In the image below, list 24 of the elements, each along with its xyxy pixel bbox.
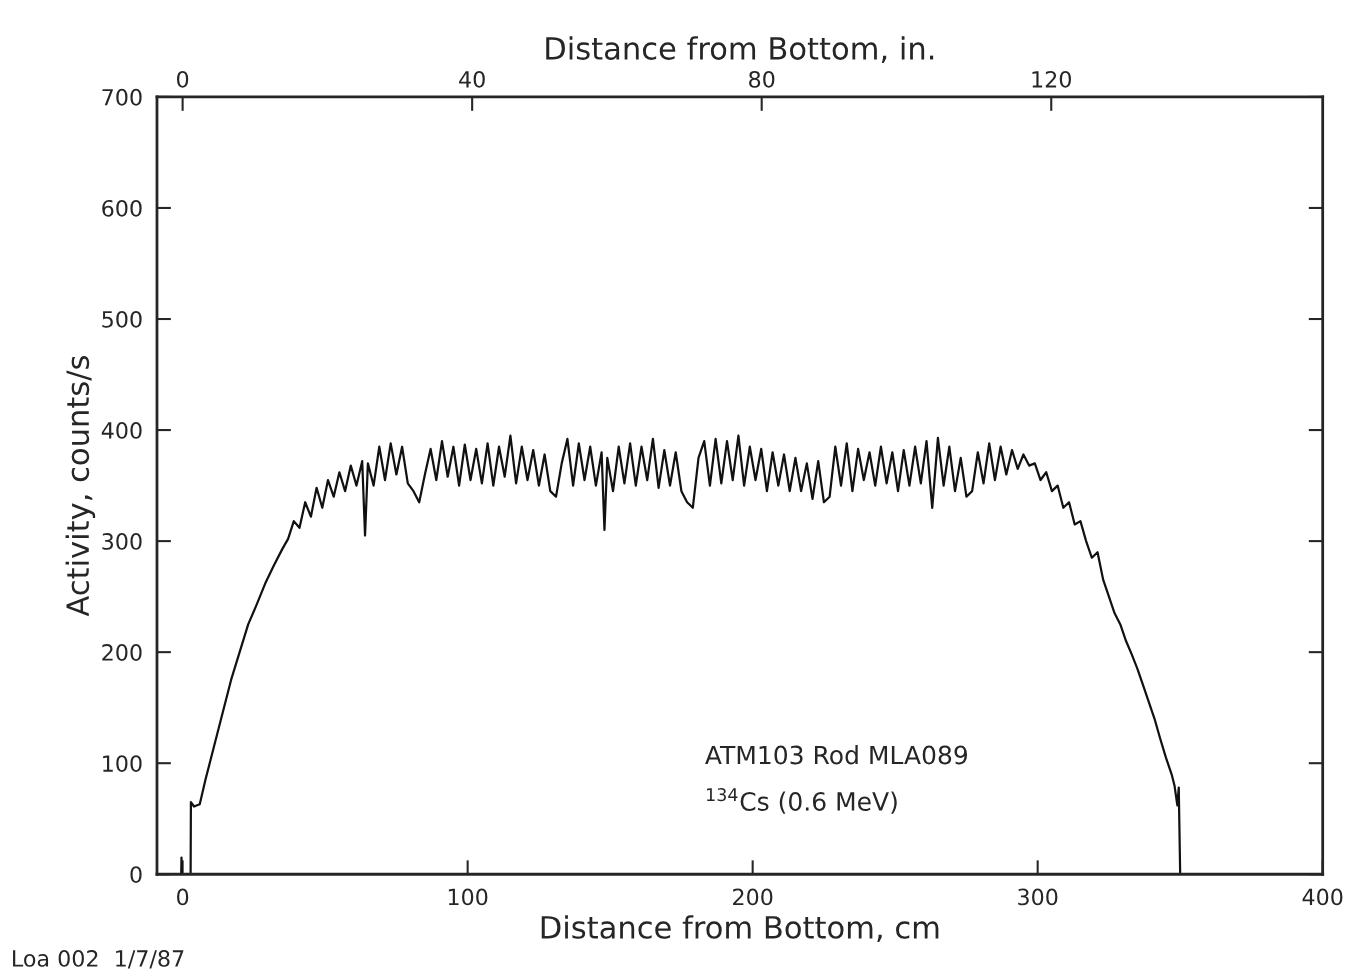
- line-series: [180, 434, 1182, 875]
- y-tick-label: 0: [130, 866, 142, 884]
- x-tick-label: 200: [733, 888, 773, 906]
- y-tick-label: 400: [101, 422, 142, 439]
- x2-tick-label: 0: [177, 70, 189, 88]
- y-axis-title: Activity, counts/s: [65, 356, 96, 617]
- x2-tick-label: 120: [1032, 70, 1071, 88]
- y-tick-label: 700: [102, 88, 142, 106]
- x-tick-label: 0: [177, 888, 189, 906]
- y-tick-label: 200: [102, 644, 142, 661]
- annotation: ATM103 Rod MLA089: [705, 745, 968, 765]
- x2-tick-label: 80: [749, 70, 775, 88]
- y-tick-label: 600: [102, 199, 142, 217]
- x2-tick-label: 40: [459, 70, 485, 88]
- x-tick-label: 400: [1302, 888, 1343, 906]
- y-tick-label: 100: [103, 755, 142, 772]
- y-tick-label: 500: [102, 310, 142, 328]
- annotation: $^{134}$Cs (0.6 MeV): [707, 788, 897, 814]
- text: Loa 002 1/7/87: [13, 950, 184, 969]
- y-tick-label: 300: [102, 533, 142, 550]
- x2-axis-title: Distance from Bottom, in.: [546, 36, 934, 63]
- x-tick-label: 300: [1018, 888, 1058, 906]
- x-axis-title: Distance from Bottom, cm: [541, 915, 939, 942]
- x-tick-label: 100: [448, 888, 488, 906]
